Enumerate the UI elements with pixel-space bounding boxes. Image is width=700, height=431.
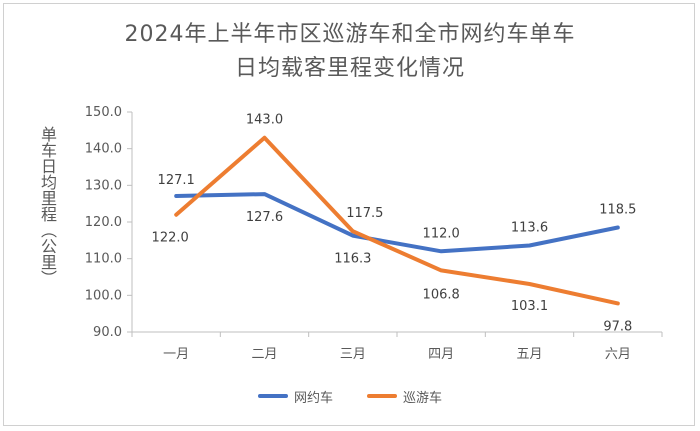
series-lines — [174, 135, 620, 306]
x-tick-label: 二月 — [251, 347, 277, 362]
y-tick-label: 150.0 — [85, 105, 122, 120]
chart-title-line2: 日均载客里程变化情况 — [234, 56, 465, 81]
chart-frame — [3, 3, 695, 426]
data-label-ride-hailing: 113.6 — [511, 220, 548, 235]
legend-swatch-taxi — [367, 394, 397, 398]
x-tick-label: 一月 — [163, 347, 189, 362]
x-tick-label: 四月 — [428, 347, 454, 362]
data-label-ride-hailing: 127.6 — [246, 210, 283, 225]
y-tick-label: 130.0 — [85, 178, 122, 193]
data-label-ride-hailing: 127.1 — [158, 173, 195, 188]
legend-item-taxi: 巡游车 — [367, 387, 442, 406]
y-tick-label: 140.0 — [85, 142, 122, 157]
series-line-taxi — [174, 135, 620, 306]
series-line-ride-hailing — [174, 192, 620, 254]
x-tick-label: 三月 — [340, 347, 366, 362]
y-tick-label: 120.0 — [85, 215, 122, 230]
data-label-ride-hailing: 112.0 — [423, 226, 460, 241]
y-tick-label: 90.0 — [93, 325, 122, 340]
data-label-ride-hailing: 116.3 — [334, 252, 371, 267]
data-label-taxi: 122.0 — [152, 231, 189, 246]
data-labels: 127.1 127.6 116.3 112.0 113.6 118.5 122.0 143.0… — [152, 113, 637, 335]
y-tick-label: 110.0 — [85, 252, 122, 267]
y-tick-label: 100.0 — [85, 288, 122, 303]
data-label-taxi: 117.5 — [346, 206, 383, 221]
y-axis-label: 单车日均里程（公里） — [38, 126, 57, 286]
legend-item-ride-hailing: 网约车 — [257, 387, 333, 406]
legend-swatch-ride-hailing — [257, 394, 288, 398]
legend-label-taxi: 巡游车 — [403, 390, 443, 406]
data-label-taxi: 97.8 — [603, 319, 632, 334]
data-label-taxi: 143.0 — [246, 113, 283, 128]
x-tick-label: 五月 — [516, 347, 542, 362]
y-axis: 90.0 100.0 110.0 120.0 130.0 140.0 150.0 — [85, 105, 133, 340]
data-label-taxi: 106.8 — [423, 287, 460, 302]
legend-label-ride-hailing: 网约车 — [293, 390, 333, 406]
x-axis: 一月 二月 三月 四月 五月 六月 — [131, 331, 663, 362]
chart-title-line1: 2024年上半年市区巡游车和全市网约车单车 — [124, 22, 576, 47]
x-tick-label: 六月 — [605, 347, 631, 362]
data-label-ride-hailing: 118.5 — [599, 203, 636, 218]
legend: 网约车 巡游车 — [0, 386, 700, 406]
data-label-taxi: 103.1 — [511, 299, 548, 314]
